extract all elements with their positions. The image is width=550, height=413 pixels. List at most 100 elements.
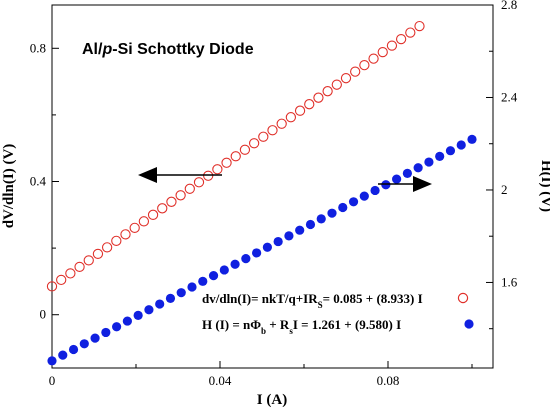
data-point: [295, 225, 305, 235]
data-point: [65, 268, 76, 279]
data-point: [122, 316, 132, 326]
data-point: [262, 242, 272, 252]
data-point: [248, 138, 260, 149]
data-point: [92, 248, 104, 260]
data-point: [395, 33, 407, 45]
data-point: [147, 209, 159, 220]
data-point: [111, 235, 122, 247]
data-point: [370, 185, 380, 196]
series-layer: [46, 20, 477, 366]
data-point: [294, 105, 306, 116]
data-point: [138, 216, 150, 227]
data-point: [456, 140, 466, 150]
data-point: [322, 86, 333, 97]
data-point: [175, 190, 186, 201]
data-point: [435, 151, 445, 161]
data-point: [112, 322, 122, 332]
legend-entry-1: dv/dln(I)= nkT/q+IRS= 0.085 + (8.933) I: [202, 291, 423, 310]
data-point: [327, 208, 337, 218]
data-point: [424, 157, 434, 167]
x-tick-label: 0: [49, 373, 56, 388]
y-left-tick-label: 0.4: [30, 174, 47, 189]
data-point: [165, 293, 176, 303]
data-point: [101, 327, 111, 338]
y-left-tick-label: 0.8: [30, 40, 46, 55]
series-2: [47, 134, 477, 366]
data-point: [208, 271, 219, 281]
data-point: [47, 356, 57, 366]
data-point: [284, 231, 294, 241]
legend-marker-open-circle: [457, 292, 469, 304]
series-1: [46, 20, 425, 292]
data-point: [338, 202, 348, 213]
data-point: [405, 27, 416, 38]
data-point: [359, 59, 370, 71]
data-point: [212, 164, 223, 175]
x-axis-title: I (A): [257, 392, 287, 408]
data-point: [230, 151, 241, 162]
data-point: [445, 146, 456, 156]
data-point: [46, 281, 58, 292]
data-point: [241, 254, 251, 264]
data-point: [193, 177, 205, 188]
data-point: [467, 134, 477, 144]
data-point: [79, 339, 89, 349]
data-point: [56, 274, 67, 286]
legend-marker-filled-circle: [464, 319, 474, 329]
data-point: [316, 214, 326, 224]
data-point: [414, 20, 425, 32]
data-point: [176, 288, 186, 298]
data-point: [304, 99, 315, 110]
data-point: [90, 333, 100, 343]
data-point: [219, 265, 229, 275]
data-point: [155, 299, 165, 309]
data-point: [157, 203, 168, 214]
x-tick-label: 0.04: [209, 373, 232, 388]
data-point: [74, 261, 85, 273]
data-point: [258, 131, 269, 142]
data-point: [239, 144, 251, 155]
y-axis-left-title: dV/dln(I) (V): [1, 144, 17, 229]
data-point: [402, 168, 412, 179]
right-axis-arrow: [378, 176, 432, 192]
data-point: [198, 276, 208, 286]
data-point: [221, 157, 232, 168]
data-point: [331, 79, 342, 90]
data-point: [340, 73, 352, 84]
axis-ticks: 0 0.04 0.08 0 0.4 0.8 1.6 2 2.4 2.8: [30, 0, 518, 388]
data-point: [184, 183, 195, 194]
y-right-tick-label: 2: [501, 182, 508, 197]
data-point: [359, 191, 369, 201]
data-point: [133, 310, 143, 320]
data-point: [120, 229, 131, 240]
data-point: [348, 197, 359, 207]
y-right-tick-label: 1.6: [501, 274, 518, 289]
data-point: [350, 66, 361, 77]
data-point: [101, 242, 113, 253]
data-point: [166, 196, 177, 207]
data-point: [285, 112, 297, 123]
y-right-tick-label: 2.4: [501, 89, 518, 104]
legend: dv/dln(I)= nkT/q+IRS= 0.085 + (8.933) I …: [202, 291, 474, 336]
data-point: [313, 92, 324, 103]
y-left-tick-label: 0: [40, 307, 47, 322]
data-point: [129, 222, 140, 233]
data-point: [392, 174, 402, 184]
data-point: [368, 53, 379, 64]
data-point: [144, 305, 154, 315]
x-tick-label: 0.08: [377, 373, 400, 388]
legend-entry-2: H (I) = nΦb + RsI = 1.261 + (9.580) I: [202, 317, 401, 336]
data-point: [252, 248, 262, 258]
data-point: [58, 350, 68, 360]
left-axis-arrow: [138, 167, 222, 183]
data-point: [386, 40, 398, 51]
data-point: [68, 344, 79, 355]
data-point: [413, 163, 423, 173]
data-point: [83, 255, 94, 266]
chart-title: Al/p-Si Schottky Diode: [82, 41, 254, 58]
data-point: [267, 125, 278, 136]
plot-frame: [51, 4, 494, 369]
data-point: [276, 118, 287, 129]
data-point: [305, 219, 316, 230]
